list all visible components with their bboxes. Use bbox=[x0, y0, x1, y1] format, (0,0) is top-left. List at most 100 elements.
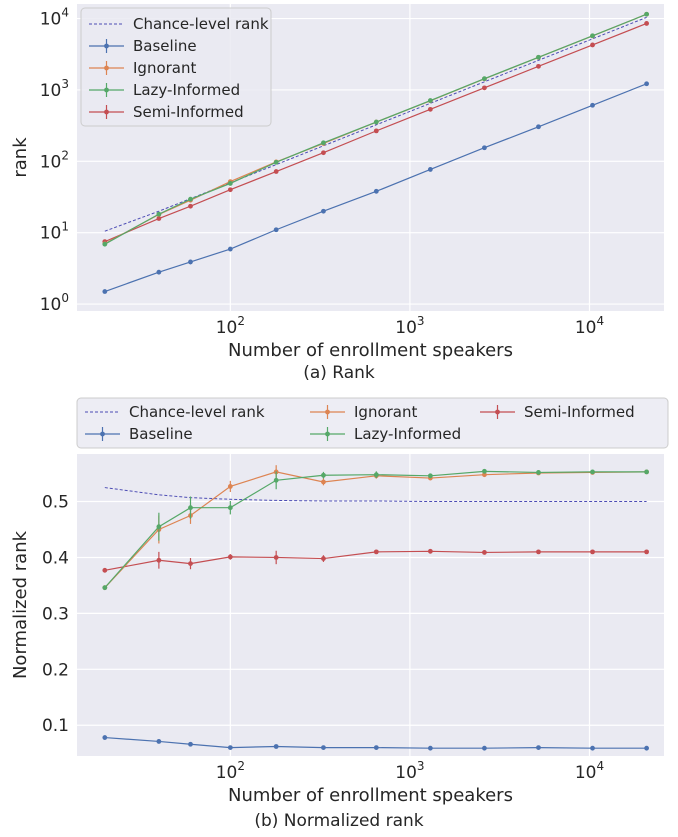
data-point-lazy-informed bbox=[482, 76, 487, 82]
data-point-semi-informed bbox=[427, 106, 433, 112]
legend-label-chance-level-rank: Chance-level rank bbox=[129, 403, 265, 421]
data-point-lazy-informed bbox=[373, 472, 379, 478]
x-tick-label-base: 10 bbox=[395, 318, 417, 338]
data-point-semi-informed bbox=[156, 216, 162, 221]
legend-label-semi-informed: Semi-Informed bbox=[133, 103, 244, 121]
x-tick-label: 102 bbox=[216, 314, 245, 338]
x-tick-label: 103 bbox=[395, 759, 424, 783]
y-tick-label: 101 bbox=[40, 220, 69, 244]
data-point-baseline bbox=[482, 145, 487, 151]
x-tick-label-exp: 4 bbox=[596, 314, 604, 328]
data-point-semi-informed bbox=[482, 550, 487, 555]
legend-marker-semi-informed bbox=[104, 109, 109, 115]
y-tick-label: 102 bbox=[40, 148, 69, 172]
legend-box bbox=[80, 7, 272, 127]
series-line-baseline bbox=[104, 736, 647, 749]
data-point-baseline bbox=[644, 745, 649, 751]
legend: Chance-level rank Baseline Ignorant Lazy-In… bbox=[80, 7, 272, 127]
data-point-baseline bbox=[536, 124, 541, 130]
data-point-lazy-informed bbox=[156, 211, 162, 217]
data-point-baseline bbox=[188, 259, 193, 265]
data-point-lazy-informed bbox=[373, 119, 379, 125]
series-line-lazy-informed bbox=[104, 13, 647, 245]
x-tick-label-exp: 2 bbox=[237, 759, 245, 773]
plot-area bbox=[77, 454, 664, 756]
data-point-semi-informed bbox=[321, 556, 326, 561]
y-tick-label: 103 bbox=[40, 77, 69, 101]
data-point-semi-informed bbox=[227, 187, 233, 193]
data-point-lazy-informed bbox=[536, 54, 541, 60]
data-point-semi-informed bbox=[373, 549, 379, 555]
x-tick-label-exp: 4 bbox=[596, 759, 604, 773]
series-line-semi-informed bbox=[104, 550, 647, 571]
data-point-baseline bbox=[590, 745, 595, 751]
y-tick-label: 0.4 bbox=[42, 548, 69, 568]
data-point-baseline bbox=[227, 246, 233, 252]
y-tick-label-exp: 3 bbox=[61, 77, 69, 91]
series-line-chance-level-rank bbox=[104, 487, 647, 503]
data-point-ignorant bbox=[482, 472, 487, 478]
series-group bbox=[102, 465, 649, 751]
data-point-semi-informed bbox=[644, 549, 649, 555]
y-tick-label: 0.5 bbox=[42, 493, 69, 513]
y-axis-label: rank bbox=[10, 137, 31, 178]
data-point-baseline bbox=[427, 745, 433, 751]
y-tick-label-base: 10 bbox=[40, 152, 62, 172]
data-point-semi-informed bbox=[590, 42, 595, 48]
data-point-baseline bbox=[373, 188, 379, 194]
data-point-lazy-informed bbox=[321, 472, 326, 478]
series-line-chance-level-rank bbox=[104, 16, 647, 232]
data-point-lazy-informed bbox=[427, 473, 433, 479]
legend: Chance-level rank Ignorant Semi-Informed Ba… bbox=[76, 397, 669, 449]
data-point-semi-informed bbox=[227, 554, 233, 560]
data-point-semi-informed bbox=[273, 555, 279, 560]
x-tick-label: 104 bbox=[575, 759, 604, 783]
legend-marker-ignorant bbox=[104, 65, 109, 71]
data-point-baseline bbox=[321, 745, 326, 751]
data-point-semi-informed bbox=[482, 85, 487, 91]
data-point-baseline bbox=[273, 227, 279, 233]
data-point-semi-informed bbox=[156, 557, 162, 563]
data-point-baseline bbox=[227, 745, 233, 751]
data-point-baseline bbox=[536, 745, 541, 751]
data-point-lazy-informed bbox=[590, 33, 595, 39]
y-axis-label: Normalized rank bbox=[10, 530, 31, 679]
figure-caption: (a) Rank bbox=[303, 363, 375, 383]
series-group bbox=[102, 11, 649, 294]
y-tick-label-exp: 2 bbox=[61, 148, 69, 162]
data-point-lazy-informed bbox=[427, 98, 433, 103]
y-tick-label-exp: 1 bbox=[61, 220, 69, 234]
y-tick-label-exp: 4 bbox=[61, 6, 69, 20]
figure-caption: (b) Normalized rank bbox=[254, 811, 423, 831]
x-tick-label-exp: 3 bbox=[417, 759, 425, 773]
data-point-lazy-informed bbox=[102, 585, 108, 591]
data-point-baseline bbox=[427, 167, 433, 172]
y-tick-label-base: 10 bbox=[40, 295, 62, 315]
data-point-lazy-informed bbox=[156, 524, 162, 530]
data-point-lazy-informed bbox=[273, 159, 279, 165]
data-point-baseline bbox=[102, 289, 108, 294]
data-point-baseline bbox=[156, 739, 162, 744]
x-tick-label: 102 bbox=[216, 759, 245, 783]
data-point-baseline bbox=[188, 741, 193, 747]
y-tick-label: 0.1 bbox=[42, 716, 69, 736]
data-point-baseline bbox=[156, 269, 162, 275]
x-tick-label: 104 bbox=[575, 314, 604, 338]
y-tick-label-base: 10 bbox=[40, 10, 62, 30]
data-point-semi-informed bbox=[590, 549, 595, 555]
x-axis-label: Number of enrollment speakers bbox=[228, 785, 513, 806]
legend-marker-baseline bbox=[100, 431, 105, 437]
data-point-lazy-informed bbox=[188, 505, 193, 511]
data-point-lazy-informed bbox=[227, 505, 233, 511]
legend-label-ignorant: Ignorant bbox=[133, 59, 196, 77]
legend-label-ignorant: Ignorant bbox=[354, 403, 417, 421]
y-tick-label: 104 bbox=[40, 6, 69, 30]
x-tick-label: 103 bbox=[395, 314, 424, 338]
data-point-ignorant bbox=[227, 484, 233, 489]
data-point-semi-informed bbox=[536, 549, 541, 555]
x-tick-label-base: 10 bbox=[395, 763, 417, 783]
data-point-lazy-informed bbox=[188, 196, 193, 202]
